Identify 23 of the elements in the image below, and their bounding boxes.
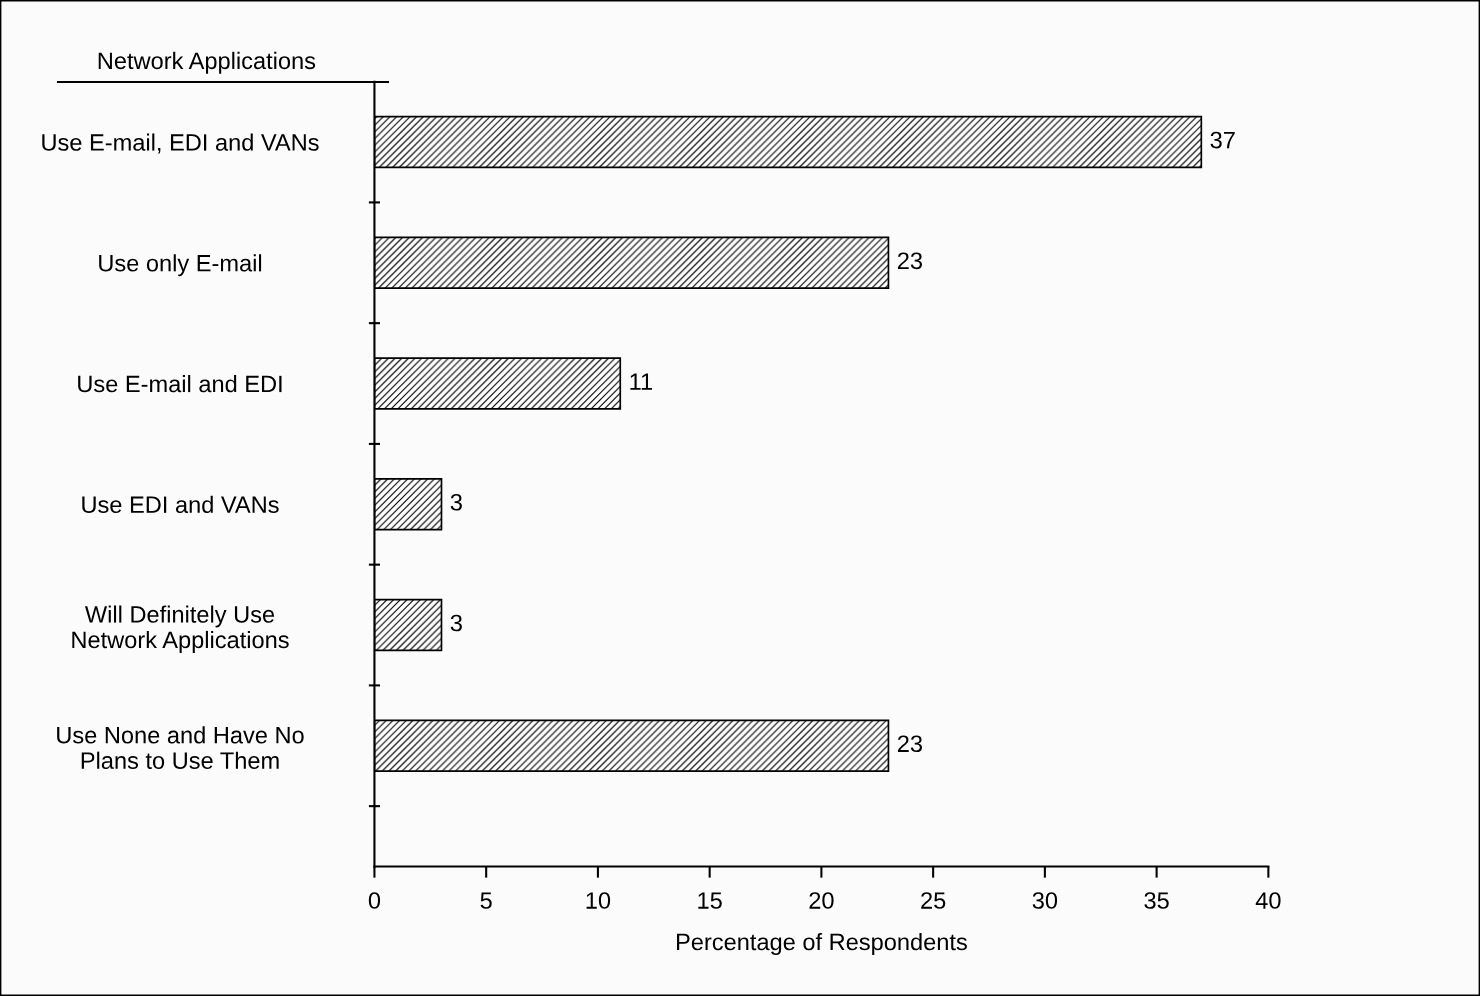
x-axis-title: Percentage of Respondents [676,932,967,955]
x-tick-label: 10 [586,892,611,909]
data-label: 3 [450,614,462,632]
y-tick-label: Use E-mail, EDI and VANs [42,133,319,154]
y-tick-label: Use E-mail and EDI [78,374,282,393]
x-tick-label: 20 [809,892,834,909]
data-label: 23 [897,252,922,270]
data-label: 23 [897,735,922,753]
y-tick-label: Use EDI and VANs [82,495,279,514]
x-tick-label: 0 [368,892,381,909]
x-tick-label: 35 [1144,892,1169,909]
x-tick-label: 15 [698,892,722,909]
x-tick-label: 25 [921,892,946,909]
x-tick-label: 5 [480,892,492,909]
data-label: 3 [450,493,462,511]
data-label: 37 [1210,131,1235,149]
y-tick-label: Use None and Have No Plans to Use Them [57,726,304,769]
y-axis-title: Network Applications [98,51,316,74]
y-tick-label: Will Definitely Use Network Applications [72,605,289,653]
data-label: 11 [630,373,652,390]
x-tick-label: 40 [1255,892,1281,909]
y-tick-label: Use only E-mail [99,254,262,277]
x-tick-label: 30 [1032,892,1058,909]
